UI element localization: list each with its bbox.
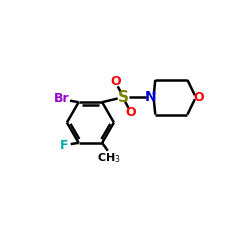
- Text: Br: Br: [54, 92, 69, 105]
- Text: O: O: [110, 76, 121, 88]
- Text: F: F: [60, 139, 68, 152]
- Text: S: S: [118, 90, 129, 105]
- Text: O: O: [193, 91, 204, 104]
- Text: CH$_3$: CH$_3$: [97, 151, 121, 164]
- Text: O: O: [125, 106, 136, 119]
- Text: N: N: [144, 90, 156, 104]
